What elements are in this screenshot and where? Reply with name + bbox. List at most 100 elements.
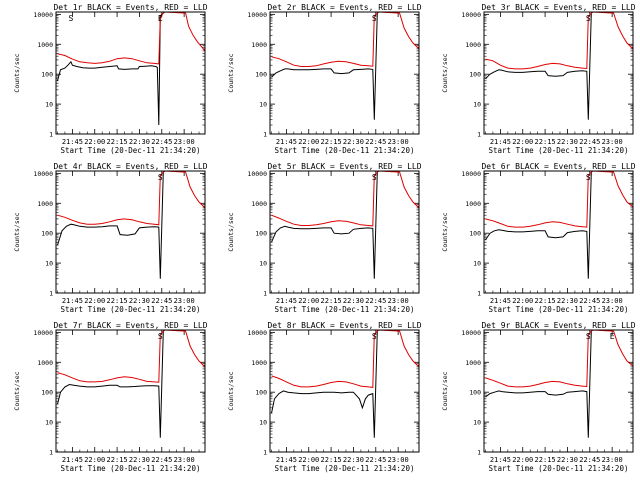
series-events (271, 170, 380, 279)
annotation-s: S (372, 14, 377, 23)
panel-1: Det_1r BLACK = Events, RED = LLD Counts/s… (13, 3, 208, 155)
x-axis-label: Start Time (20-Dec-11 21:34:20) (61, 146, 201, 155)
y-tick-label: 1 (477, 449, 481, 457)
y-tick-label: 10 (259, 101, 267, 109)
y-tick-label: 100 (469, 389, 481, 397)
series-events (57, 170, 166, 279)
plot-frame (269, 11, 420, 135)
plot-frame (55, 11, 206, 135)
x-axis-label: Start Time (20-Dec-11 21:34:20) (489, 464, 629, 473)
x-tick-label: 22:15 (107, 297, 128, 305)
annotation-s: S (586, 14, 591, 23)
x-tick-label: 23:00 (388, 456, 409, 464)
plot-frame (55, 170, 206, 294)
x-tick-label: 22:15 (535, 297, 556, 305)
y-tick-label: 10 (473, 260, 481, 268)
x-tick-label: 22:00 (512, 297, 533, 305)
y-tick-label: 1 (49, 449, 53, 457)
x-tick-label: 22:45 (365, 456, 386, 464)
x-tick-label: 22:30 (343, 297, 364, 305)
panel-title: Det_2r BLACK = Events, RED = LLD (267, 3, 421, 12)
annotation-s: S (158, 173, 163, 182)
x-axis-label: Start Time (20-Dec-11 21:34:20) (61, 305, 201, 314)
x-axis-label: Start Time (20-Dec-11 21:34:20) (489, 146, 629, 155)
x-axis-label: Start Time (20-Dec-11 21:34:20) (275, 146, 415, 155)
y-tick-label: 1000 (37, 41, 53, 49)
plot-frame (269, 170, 420, 294)
y-tick-label: 1 (263, 449, 267, 457)
y-tick-label: 1 (477, 131, 481, 139)
y-tick-label: 1000 (465, 41, 481, 49)
y-tick-label: 10000 (33, 329, 53, 337)
y-axis-label: Counts/sec (13, 53, 21, 92)
x-tick-label: 22:30 (557, 297, 578, 305)
annotation-s: S (586, 332, 591, 341)
x-axis-label: Start Time (20-Dec-11 21:34:20) (489, 305, 629, 314)
panel-title: Det_6r BLACK = Events, RED = LLD (481, 162, 635, 171)
x-tick-label: 22:00 (512, 138, 533, 146)
x-tick-label: 22:00 (84, 138, 105, 146)
y-tick-label: 10000 (461, 329, 481, 337)
x-tick-label: 22:00 (298, 297, 319, 305)
series-lld (271, 170, 420, 227)
x-axis-label: Start Time (20-Dec-11 21:34:20) (61, 464, 201, 473)
annotation-e: E (610, 332, 615, 341)
x-tick-label: 22:45 (151, 297, 172, 305)
y-tick-label: 10 (259, 419, 267, 427)
plot-frame (269, 329, 420, 453)
annotation-s: S (68, 14, 73, 23)
x-tick-label: 22:00 (84, 297, 105, 305)
y-tick-label: 1000 (251, 359, 267, 367)
y-tick-label: 1 (477, 290, 481, 298)
x-tick-label: 23:00 (174, 138, 195, 146)
y-axis-label: Counts/sec (227, 212, 235, 251)
x-tick-label: 21:45 (490, 297, 511, 305)
x-tick-label: 23:00 (174, 297, 195, 305)
panel-5: Det_5r BLACK = Events, RED = LLD Counts/s… (227, 162, 422, 314)
y-tick-label: 100 (255, 389, 267, 397)
series-lld (271, 329, 420, 388)
y-tick-label: 1 (263, 131, 267, 139)
annotation-s: S (158, 332, 163, 341)
y-axis-label: Counts/sec (13, 212, 21, 251)
x-tick-label: 21:45 (62, 297, 83, 305)
y-tick-label: 100 (41, 71, 53, 79)
series-lld (271, 11, 420, 67)
series-events (271, 11, 380, 120)
y-tick-label: 1 (263, 290, 267, 298)
x-tick-label: 22:45 (579, 456, 600, 464)
plot-frame (483, 329, 634, 453)
x-tick-label: 22:30 (129, 138, 150, 146)
panel-title: Det_3r BLACK = Events, RED = LLD (481, 3, 635, 12)
x-tick-label: 22:30 (129, 297, 150, 305)
x-tick-label: 22:30 (343, 138, 364, 146)
x-tick-label: 22:45 (579, 138, 600, 146)
y-tick-label: 10000 (247, 329, 267, 337)
x-tick-label: 22:00 (298, 456, 319, 464)
x-tick-label: 22:45 (151, 456, 172, 464)
x-tick-label: 21:45 (490, 456, 511, 464)
x-tick-label: 22:15 (107, 138, 128, 146)
y-tick-label: 1000 (465, 200, 481, 208)
x-tick-label: 22:30 (343, 456, 364, 464)
x-tick-label: 23:00 (174, 456, 195, 464)
y-tick-label: 10 (45, 101, 53, 109)
panel-title: Det_9r BLACK = Events, RED = LLD (481, 321, 635, 330)
panel-2: Det_2r BLACK = Events, RED = LLD Counts/s… (227, 3, 422, 155)
panel-3: Det_3r BLACK = Events, RED = LLD Counts/s… (441, 3, 636, 155)
panel-9: Det_9r BLACK = Events, RED = LLD Counts/s… (441, 321, 636, 473)
y-tick-label: 1000 (251, 200, 267, 208)
x-tick-label: 22:00 (298, 138, 319, 146)
y-axis-label: Counts/sec (13, 371, 21, 410)
panel-title: Det_1r BLACK = Events, RED = LLD (53, 3, 207, 12)
x-tick-label: 22:45 (365, 138, 386, 146)
x-tick-label: 22:15 (321, 138, 342, 146)
series-events (57, 329, 166, 438)
y-tick-label: 100 (469, 71, 481, 79)
series-lld (485, 11, 634, 70)
x-tick-label: 23:00 (388, 138, 409, 146)
y-tick-label: 10 (473, 101, 481, 109)
x-tick-label: 22:45 (365, 297, 386, 305)
series-lld (485, 329, 634, 388)
